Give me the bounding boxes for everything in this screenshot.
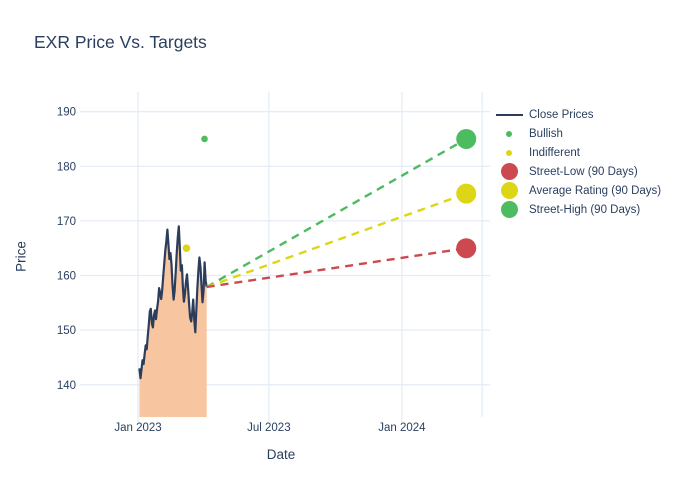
y-axis-title: Price [13,241,29,272]
legend-item-label: Bullish [529,127,563,140]
legend-item-bullish[interactable]: Bullish [492,124,661,143]
y-tick-label: 150 [57,325,76,337]
dot-swatch-icon [492,149,526,156]
indifferent-signal-dot[interactable] [182,244,191,253]
legend-item-label: Street-Low (90 Days) [529,165,638,178]
swatch-shape [500,182,518,199]
legend-item-street-high-90-days[interactable]: Street-High (90 Days) [492,200,661,219]
swatch-shape [506,149,512,156]
y-tick-label: 140 [57,380,76,392]
dot-swatch-icon [492,130,526,137]
dot-swatch-icon [492,163,526,180]
y-tick-label: 180 [57,161,76,173]
legend-item-average-rating-90-days[interactable]: Average Rating (90 Days) [492,181,661,200]
swatch-shape [506,130,512,137]
average-rating-projection-line [206,192,467,289]
x-tick-label: Jan 2024 [378,422,426,434]
chart-title: EXR Price Vs. Targets [34,32,207,52]
legend-item-label: Average Rating (90 Days) [529,184,662,197]
legend-item-street-low-90-days[interactable]: Street-Low (90 Days) [492,162,661,181]
line-swatch-icon [492,113,526,116]
x-tick-label: Jan 2023 [114,422,161,434]
street-high-projection-line [206,137,467,289]
dot-swatch-icon [492,182,526,199]
swatch-shape [500,201,518,218]
legend-item-label: Close Prices [529,108,594,121]
legend-item-close-prices[interactable]: Close Prices [492,105,661,124]
legend-item-indifferent[interactable]: Indifferent [492,143,661,162]
legend-item-label: Street-High (90 Days) [529,203,641,216]
y-tick-label: 170 [57,216,76,228]
close-price-line[interactable] [138,225,208,380]
street-low-marker[interactable] [456,238,477,259]
dot-swatch-icon [492,201,526,218]
x-tick-label: Jul 2023 [247,422,290,434]
y-tick-label: 190 [57,107,76,119]
average-rating-marker[interactable] [456,183,477,204]
legend: Close Prices Bullish Indifferent Street-Low… [492,105,661,219]
close-price-area [139,226,207,417]
swatch-shape [500,163,518,180]
legend-item-label: Indifferent [529,146,580,159]
y-tick-label: 160 [57,271,76,283]
street-low-projection-line [206,247,467,289]
x-axis-title: Date [266,447,296,462]
swatch-shape [495,113,523,116]
street-high-marker[interactable] [456,128,477,149]
bullish-signal-dot[interactable] [201,135,208,143]
